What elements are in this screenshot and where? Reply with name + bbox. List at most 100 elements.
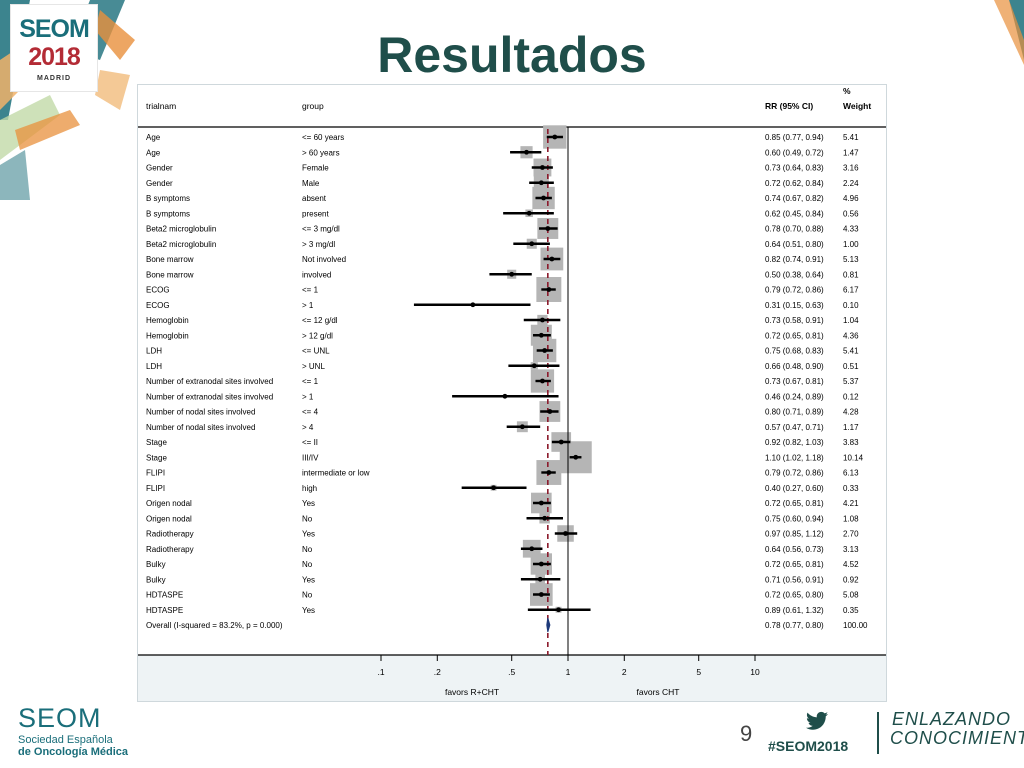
seom-2018-logo: SEOM 2018 MADRID	[10, 4, 98, 92]
row-weight: 5.08	[843, 591, 859, 600]
row-trialnam: Hemoglobin	[146, 331, 189, 340]
row-weight: 5.13	[843, 255, 859, 264]
row-group: > 60 years	[302, 148, 340, 157]
row-group: <= 60 years	[302, 133, 344, 142]
row-weight: 4.28	[843, 408, 859, 417]
row-rr: 0.72 (0.65, 0.81)	[765, 331, 824, 340]
row-trialnam: Number of extranodal sites involved	[146, 377, 273, 386]
row-group: Yes	[302, 575, 315, 584]
row-rr: 0.92 (0.82, 1.03)	[765, 438, 824, 447]
row-group: > 1	[302, 301, 314, 310]
row-weight: 0.35	[843, 606, 859, 615]
row-weight: 1.08	[843, 514, 859, 523]
footer-org-line2: de Oncología Médica	[18, 746, 129, 758]
x-tick-label: 1	[566, 667, 571, 677]
row-weight: 0.10	[843, 301, 859, 310]
row-rr: 0.89 (0.61, 1.32)	[765, 606, 824, 615]
row-group: No	[302, 514, 313, 523]
row-rr: 0.85 (0.77, 0.94)	[765, 133, 824, 142]
row-group: involved	[302, 270, 331, 279]
xlabel-left: favors R+CHT	[445, 687, 499, 697]
logo-year-text: 2018	[28, 43, 81, 71]
x-tick-label: 5	[696, 667, 701, 677]
row-weight: 3.13	[843, 545, 859, 554]
point-estimate	[538, 500, 544, 506]
row-trialnam: Radiotherapy	[146, 545, 194, 554]
row-weight: 0.56	[843, 209, 859, 218]
row-weight: 1.04	[843, 316, 859, 325]
col-header-trialnam: trialnam	[146, 101, 176, 111]
row-group: Yes	[302, 606, 315, 615]
row-group: Yes	[302, 530, 315, 539]
row-trialnam: LDH	[146, 347, 162, 356]
overall-rr: 0.78 (0.77, 0.80)	[765, 621, 824, 630]
row-rr: 0.72 (0.65, 0.81)	[765, 560, 824, 569]
x-tick-label: 10	[750, 667, 760, 677]
row-trialnam: Origen nodal	[146, 514, 192, 523]
row-rr: 0.75 (0.68, 0.83)	[765, 347, 824, 356]
footer-seom-logo: SEOM	[18, 703, 102, 733]
row-rr: 0.64 (0.51, 0.80)	[765, 240, 824, 249]
x-axis-layer: .1 .2 .5 1 2 5 10	[377, 655, 760, 677]
row-rr: 0.79 (0.72, 0.86)	[765, 469, 824, 478]
row-rr: 0.72 (0.65, 0.80)	[765, 591, 824, 600]
row-trialnam: Stage	[146, 438, 167, 447]
row-group: > 3 mg/dl	[302, 240, 335, 249]
row-group: <= 3 mg/dl	[302, 225, 340, 234]
row-trialnam: Gender	[146, 179, 173, 188]
point-estimate	[491, 485, 496, 491]
forest-plot: trialnam group RR (95% CI) % Weight Age <…	[138, 86, 886, 701]
point-estimate	[470, 302, 476, 308]
row-rr: 0.46 (0.24, 0.89)	[765, 392, 824, 401]
row-group: > 12 g/dl	[302, 331, 333, 340]
col-header-group: group	[302, 101, 324, 111]
row-rr: 0.73 (0.67, 0.81)	[765, 377, 824, 386]
slide-title: Resultados	[377, 27, 647, 83]
point-estimate	[540, 378, 545, 384]
row-group: > 4	[302, 423, 314, 432]
row-group: Male	[302, 179, 320, 188]
col-header-rr: RR (95% CI)	[765, 101, 813, 111]
row-trialnam: Origen nodal	[146, 499, 192, 508]
row-rr: 1.10 (1.02, 1.18)	[765, 453, 824, 462]
row-weight: 10.14	[843, 453, 864, 462]
row-weight: 4.96	[843, 194, 859, 203]
x-tick-label: .5	[508, 667, 515, 677]
row-group: <= 4	[302, 408, 319, 417]
row-labels-layer: Age <= 60 years 0.85 (0.77, 0.94) 5.41 Age > …	[146, 133, 868, 630]
point-estimate	[538, 180, 544, 186]
row-rr: 0.74 (0.67, 0.82)	[765, 194, 824, 203]
row-trialnam: FLIPI	[146, 484, 165, 493]
row-group: Not involved	[302, 255, 346, 264]
row-weight: 4.52	[843, 560, 859, 569]
row-group: absent	[302, 194, 327, 203]
row-rr: 0.97 (0.85, 1.12)	[765, 530, 824, 539]
overall-weight: 100.00	[843, 621, 868, 630]
row-trialnam: LDH	[146, 362, 162, 371]
row-rr: 0.73 (0.58, 0.91)	[765, 316, 824, 325]
row-rr: 0.71 (0.56, 0.91)	[765, 575, 824, 584]
row-group: <= II	[302, 438, 318, 447]
row-rr: 0.62 (0.45, 0.84)	[765, 209, 824, 218]
hashtag: #SEOM2018	[768, 738, 849, 754]
row-group: No	[302, 545, 313, 554]
row-trialnam: Age	[146, 148, 161, 157]
row-weight: 1.00	[843, 240, 859, 249]
row-trialnam: Radiotherapy	[146, 530, 194, 539]
row-weight: 4.33	[843, 225, 859, 234]
row-rr: 0.78 (0.70, 0.88)	[765, 225, 824, 234]
x-tick-label: .2	[434, 667, 441, 677]
row-rr: 0.31 (0.15, 0.63)	[765, 301, 824, 310]
point-estimate	[538, 561, 544, 567]
point-estimate	[538, 332, 544, 338]
row-group: <= 1	[302, 286, 319, 295]
point-estimate	[563, 531, 568, 536]
logo-seom-text: SEOM	[19, 15, 90, 43]
row-weight: 3.16	[843, 164, 859, 173]
row-weight: 6.17	[843, 286, 859, 295]
row-rr: 0.50 (0.38, 0.64)	[765, 270, 824, 279]
slogan-line1: ENLAZANDO	[892, 709, 1012, 729]
overall-diamond	[546, 617, 551, 633]
row-weight: 3.83	[843, 438, 859, 447]
row-trialnam: Bone marrow	[146, 270, 194, 279]
